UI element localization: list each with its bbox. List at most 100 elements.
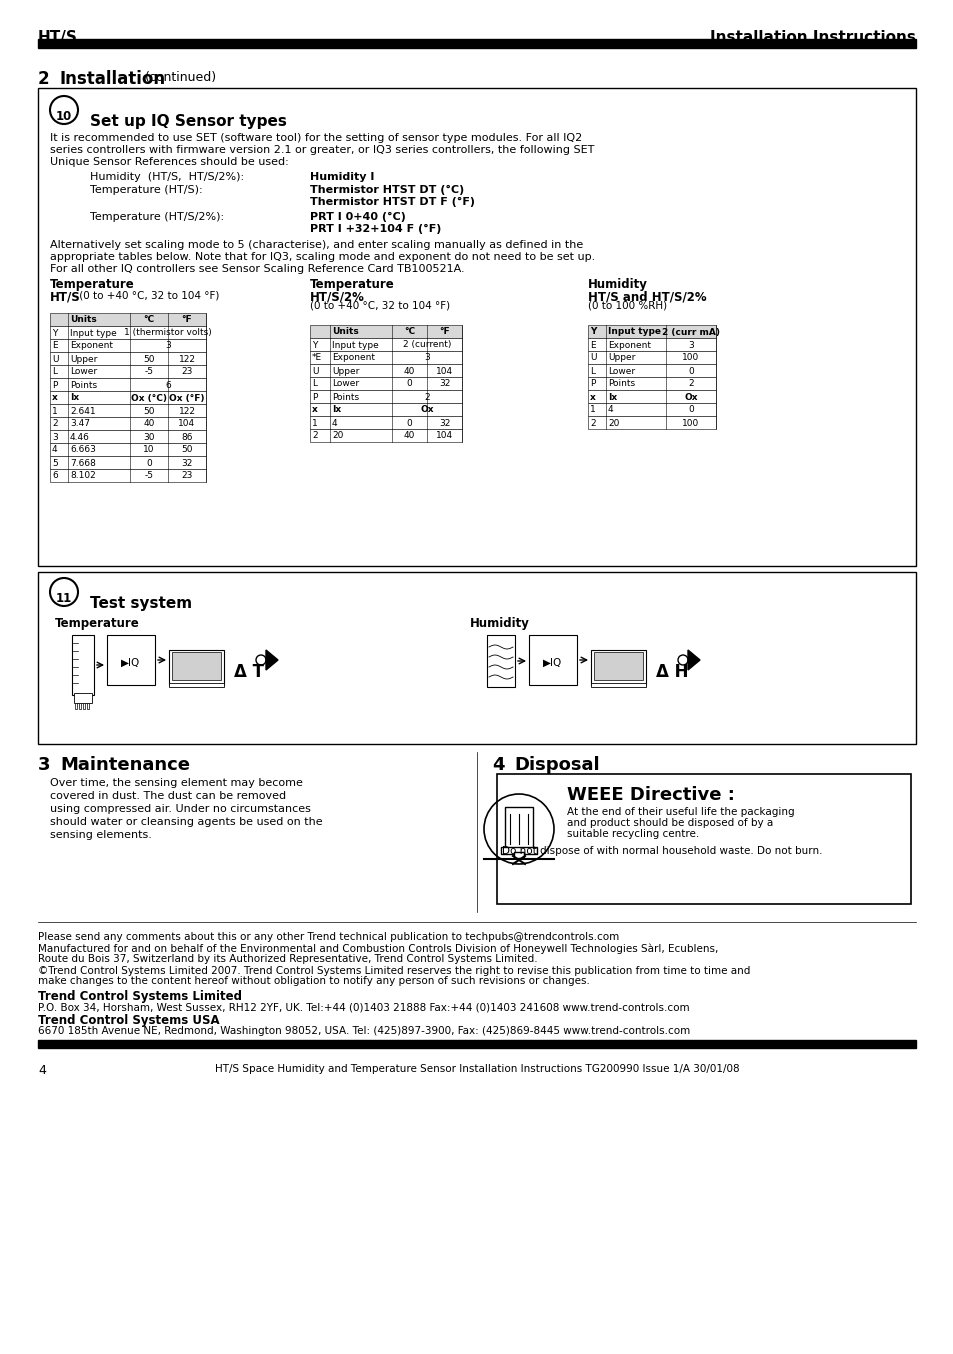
Text: Units: Units: [332, 328, 358, 337]
Text: Temperature (HT/S/2%):: Temperature (HT/S/2%):: [90, 213, 224, 222]
Bar: [587, 416, 716, 429]
Bar: [310, 364, 461, 376]
Text: 3: 3: [424, 353, 430, 363]
Text: sensing elements.: sensing elements.: [50, 830, 152, 839]
Text: 50: 50: [181, 445, 193, 455]
Text: 20: 20: [332, 432, 343, 440]
Text: Points: Points: [607, 379, 635, 389]
Bar: [50, 456, 206, 468]
Text: 8.102: 8.102: [70, 471, 95, 481]
Text: Trend Control Systems USA: Trend Control Systems USA: [38, 1014, 219, 1026]
Text: 2: 2: [312, 432, 317, 440]
Bar: [172, 653, 221, 680]
Text: L: L: [312, 379, 316, 389]
Bar: [310, 325, 461, 338]
Bar: [50, 443, 206, 456]
Text: 1 (thermistor volts): 1 (thermistor volts): [124, 329, 212, 337]
Bar: [587, 403, 716, 416]
Text: U: U: [312, 367, 318, 375]
Text: Temperature: Temperature: [50, 278, 134, 291]
Text: ▶IQ: ▶IQ: [543, 658, 562, 668]
Text: WEEE Directive :: WEEE Directive :: [566, 787, 734, 804]
Text: and product should be disposed of by a: and product should be disposed of by a: [566, 818, 773, 829]
Text: Upper: Upper: [70, 355, 97, 363]
Text: Over time, the sensing element may become: Over time, the sensing element may becom…: [50, 779, 302, 788]
Text: P: P: [52, 380, 57, 390]
Bar: [169, 650, 224, 685]
Text: Humidity: Humidity: [587, 278, 647, 291]
Text: P: P: [589, 379, 595, 389]
Text: U: U: [589, 353, 596, 363]
Text: Do not dispose of with normal household waste. Do not burn.: Do not dispose of with normal household …: [501, 846, 821, 856]
Text: -5: -5: [144, 367, 153, 376]
Text: 4: 4: [607, 405, 613, 414]
Text: 2: 2: [38, 70, 50, 88]
Text: Route du Bois 37, Switzerland by its Authorized Representative, Trend Control Sy: Route du Bois 37, Switzerland by its Aut…: [38, 955, 537, 964]
Text: 50: 50: [143, 355, 154, 363]
Text: Temperature: Temperature: [310, 278, 395, 291]
Bar: [587, 338, 716, 351]
Text: 7.668: 7.668: [70, 459, 95, 467]
Text: Humidity: Humidity: [470, 617, 529, 630]
Bar: [587, 390, 716, 403]
Text: 4: 4: [492, 756, 504, 774]
Text: 0: 0: [406, 379, 412, 389]
Bar: [71, 635, 94, 695]
Text: 5: 5: [52, 459, 58, 467]
Bar: [50, 431, 206, 443]
Text: 2: 2: [589, 418, 595, 428]
Bar: [310, 338, 461, 351]
Text: E: E: [52, 341, 57, 351]
Bar: [50, 338, 206, 352]
Text: Ox (°C): Ox (°C): [131, 394, 167, 402]
Text: °C: °C: [403, 328, 415, 337]
Text: L: L: [52, 367, 57, 376]
Bar: [50, 326, 206, 338]
Text: x: x: [589, 393, 595, 402]
Bar: [79, 703, 81, 709]
Text: 3: 3: [687, 340, 693, 349]
Text: 2: 2: [687, 379, 693, 389]
Text: It is recommended to use SET (software tool) for the setting of sensor type modu: It is recommended to use SET (software t…: [50, 133, 581, 144]
Text: 32: 32: [181, 459, 193, 467]
Text: Temperature: Temperature: [55, 617, 139, 630]
Text: Ox (°F): Ox (°F): [169, 394, 205, 402]
Text: 3.47: 3.47: [70, 420, 90, 428]
Text: (0 to 100 %RH): (0 to 100 %RH): [587, 301, 666, 311]
Bar: [310, 376, 461, 390]
Text: using compressed air. Under no circumstances: using compressed air. Under no circumsta…: [50, 804, 311, 814]
Text: 20: 20: [607, 418, 618, 428]
Text: Y: Y: [312, 340, 317, 349]
Text: 40: 40: [143, 420, 154, 428]
Text: 4: 4: [38, 1064, 46, 1076]
Bar: [310, 351, 461, 364]
Text: 6: 6: [165, 380, 171, 390]
Text: 122: 122: [178, 406, 195, 416]
Text: Temperature (HT/S):: Temperature (HT/S):: [90, 185, 202, 195]
Text: Upper: Upper: [607, 353, 635, 363]
Text: HT/S Space Humidity and Temperature Sensor Installation Instructions TG200990 Is: HT/S Space Humidity and Temperature Sens…: [214, 1064, 739, 1074]
Text: Thermistor HTST DT (°C): Thermistor HTST DT (°C): [310, 185, 464, 195]
Text: Lower: Lower: [332, 379, 358, 389]
Text: Ix: Ix: [332, 405, 341, 414]
Bar: [87, 703, 89, 709]
Text: suitable recycling centre.: suitable recycling centre.: [566, 829, 699, 839]
Text: appropriate tables below. Note that for IQ3, scaling mode and exponent do not ne: appropriate tables below. Note that for …: [50, 252, 595, 263]
Bar: [587, 351, 716, 364]
Text: (0 to +40 °C, 32 to 104 °F): (0 to +40 °C, 32 to 104 °F): [76, 290, 219, 301]
Bar: [75, 703, 77, 709]
Text: 3: 3: [52, 432, 58, 441]
Text: Units: Units: [70, 315, 96, 325]
Bar: [38, 571, 915, 743]
Text: 1: 1: [52, 406, 58, 416]
Text: Y: Y: [52, 329, 57, 337]
Text: 30: 30: [143, 432, 154, 441]
Text: 1: 1: [589, 405, 595, 414]
Text: °C: °C: [143, 315, 154, 325]
Text: 2: 2: [52, 420, 57, 428]
Text: °F: °F: [438, 328, 450, 337]
Text: Humidity I: Humidity I: [310, 172, 374, 181]
Bar: [587, 364, 716, 376]
Text: 40: 40: [403, 432, 415, 440]
Text: 2.641: 2.641: [70, 406, 95, 416]
